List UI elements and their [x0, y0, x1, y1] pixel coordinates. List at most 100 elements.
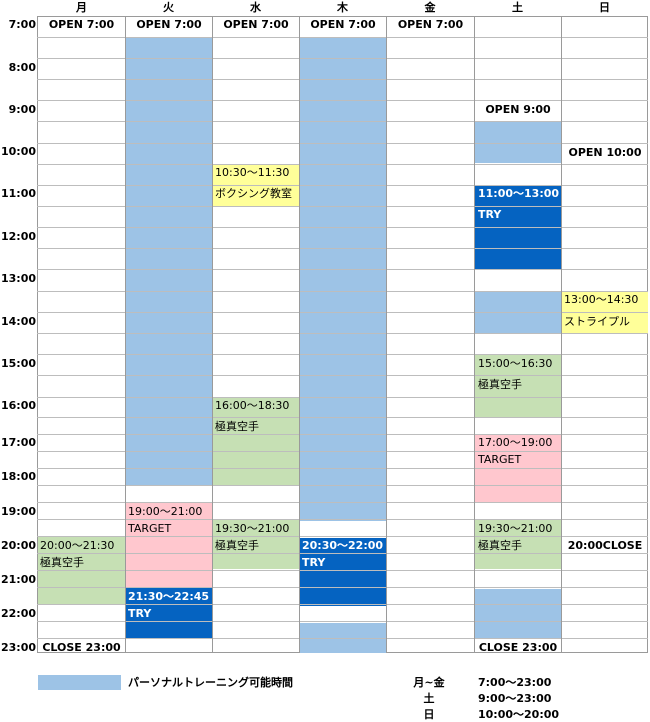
mon-open-label: OPEN 7:00 — [48, 18, 115, 31]
day-header-mon: 月 — [76, 1, 87, 14]
grid-line — [37, 397, 648, 398]
time-label: 21:00 — [0, 573, 36, 586]
thu-try-block — [300, 538, 386, 606]
col-divider — [125, 16, 126, 653]
mon-karate-name: 極真空手 — [40, 556, 84, 569]
wed-karate1-name: 極真空手 — [215, 420, 259, 433]
time-label: 19:00 — [0, 505, 36, 518]
col-divider — [561, 16, 562, 653]
grid-line — [37, 185, 648, 186]
time-label: 17:00 — [0, 436, 36, 449]
time-label: 22:00 — [0, 607, 36, 620]
grid-line — [37, 312, 648, 313]
wed-boxing-name: ボクシング教室 — [215, 187, 292, 200]
wed-karate1-block — [213, 397, 299, 486]
thu-try-time: 20:30～22:00 — [302, 539, 384, 552]
time-label: 12:00 — [0, 230, 36, 243]
legend-day: 日 — [423, 708, 435, 721]
grid-line — [37, 468, 648, 469]
legend-label: パーソナルトレーニング可能時間 — [128, 676, 293, 689]
sat-open-label: OPEN 9:00 — [485, 103, 551, 116]
tue-target-block — [126, 502, 212, 588]
tue-target-time: 19:00～21:00 — [128, 505, 203, 518]
grid-line — [37, 604, 648, 605]
time-label: 18:00 — [0, 470, 36, 483]
tue-try-block — [126, 588, 212, 639]
thu-personal-block — [300, 37, 386, 521]
sun-close-label: 20:00CLOSE — [567, 539, 643, 552]
time-label: 10:00 — [0, 145, 36, 158]
col-divider — [386, 16, 387, 653]
sat-try-time: 11:00～13:00 — [478, 187, 560, 200]
legend-day: 土 — [423, 692, 435, 705]
wed-karate2-block — [213, 519, 299, 569]
legend-swatch — [38, 675, 121, 690]
grid-line — [37, 553, 648, 554]
grid-line — [37, 417, 648, 418]
grid-line — [37, 451, 648, 452]
sat-karate1-block — [475, 354, 561, 417]
grid-line — [37, 621, 648, 622]
time-label: 14:00 — [0, 315, 36, 328]
grid-line — [37, 485, 648, 486]
thu-try-name: TRY — [302, 556, 326, 569]
sat-personal-block-1 — [475, 122, 561, 163]
sat-target-name: TARGET — [478, 453, 522, 466]
tue-try-name: TRY — [128, 607, 152, 620]
tue-personal-block — [126, 37, 212, 486]
grid-line — [37, 434, 648, 435]
mon-karate-time: 20:00～21:30 — [40, 539, 115, 552]
day-header-sun: 日 — [599, 1, 610, 14]
grid-line — [37, 100, 648, 101]
grid-line — [37, 143, 648, 144]
legend-hours: 9:00～23:00 — [478, 692, 552, 705]
grid-line — [37, 375, 648, 376]
grid-line — [37, 227, 648, 228]
grid-line — [37, 519, 648, 520]
wed-karate2-name: 極真空手 — [215, 539, 259, 552]
col-divider — [299, 16, 300, 653]
time-label: 23:00 — [0, 641, 36, 654]
time-label: 15:00 — [0, 357, 36, 370]
legend-hours: 10:00～20:00 — [478, 708, 560, 721]
time-label: 7:00 — [8, 18, 36, 31]
day-header-sat: 土 — [512, 1, 523, 14]
col-divider — [212, 16, 213, 653]
wed-karate1-time: 16:00～18:30 — [215, 399, 290, 412]
wed-open-label: OPEN 7:00 — [223, 18, 289, 31]
thu-open-label: OPEN 7:00 — [310, 18, 376, 31]
time-label: 20:00 — [0, 539, 36, 552]
fri-open-label: OPEN 7:00 — [397, 18, 464, 31]
sat-personal-block-3 — [475, 589, 561, 639]
sat-try-name: TRY — [478, 208, 502, 221]
time-label: 9:00 — [8, 103, 36, 116]
grid-line — [37, 354, 648, 355]
time-label: 16:00 — [0, 399, 36, 412]
sun-open-label: OPEN 10:00 — [568, 146, 642, 159]
grid-line — [37, 206, 648, 207]
grid-line — [37, 638, 648, 639]
time-label: 11:00 — [0, 187, 36, 200]
col-divider — [474, 16, 475, 653]
time-label: 8:00 — [8, 61, 36, 74]
grid-line — [37, 502, 648, 503]
time-label: 13:00 — [0, 272, 36, 285]
grid-line — [37, 248, 648, 249]
mon-close-label: CLOSE 23:00 — [42, 641, 121, 654]
day-header-wed: 水 — [250, 1, 261, 14]
grid-line — [37, 269, 648, 270]
grid-line — [37, 291, 648, 292]
tue-open-label: OPEN 7:00 — [136, 18, 202, 31]
wed-karate2-time: 19:30～21:00 — [215, 522, 290, 535]
day-header-fri: 金 — [424, 1, 436, 14]
sun-stripe-name: ストライプル — [564, 315, 630, 328]
sat-karate2-name: 極真空手 — [478, 539, 522, 552]
day-header-thu: 木 — [337, 1, 348, 14]
grid-line — [37, 333, 648, 334]
grid-line — [37, 37, 648, 38]
grid-line — [37, 570, 648, 571]
sat-karate2-time: 19:30～21:00 — [478, 522, 553, 535]
sat-target-time: 17:00～19:00 — [478, 436, 553, 449]
grid-line — [37, 536, 648, 537]
sat-karate1-time: 15:00～16:30 — [478, 357, 553, 370]
